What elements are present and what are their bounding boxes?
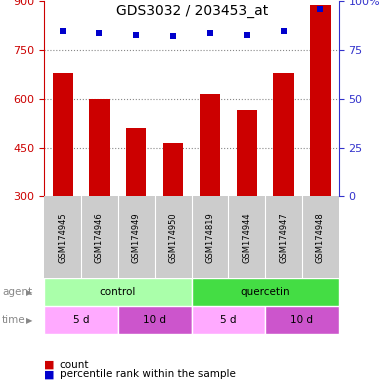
Text: ▶: ▶: [26, 288, 33, 297]
Text: GSM174949: GSM174949: [132, 212, 141, 263]
Bar: [126, 128, 146, 196]
Bar: [200, 94, 220, 196]
Text: control: control: [100, 287, 136, 297]
Text: GSM174819: GSM174819: [206, 212, 214, 263]
Text: 5 d: 5 d: [220, 315, 237, 325]
Bar: [44, 306, 118, 334]
Bar: [310, 5, 330, 196]
Bar: [273, 73, 294, 196]
Text: count: count: [60, 360, 89, 370]
Bar: [163, 143, 183, 196]
Bar: [44, 278, 192, 306]
Text: 10 d: 10 d: [143, 315, 166, 325]
Text: percentile rank within the sample: percentile rank within the sample: [60, 369, 236, 379]
Text: ▶: ▶: [26, 316, 33, 325]
Bar: [265, 306, 339, 334]
Text: ■: ■: [44, 360, 55, 370]
Bar: [192, 278, 339, 306]
Text: GSM174947: GSM174947: [279, 212, 288, 263]
Bar: [118, 306, 192, 334]
Text: GSM174948: GSM174948: [316, 212, 325, 263]
Bar: [192, 306, 265, 334]
Text: GSM174946: GSM174946: [95, 212, 104, 263]
Text: time: time: [2, 315, 25, 325]
Text: agent: agent: [2, 287, 32, 297]
Text: GSM174944: GSM174944: [242, 212, 251, 263]
Text: quercetin: quercetin: [240, 287, 290, 297]
Text: GSM174950: GSM174950: [169, 212, 177, 263]
Text: 10 d: 10 d: [291, 315, 313, 325]
Text: ■: ■: [44, 369, 55, 379]
Bar: [89, 99, 110, 196]
Text: GSM174945: GSM174945: [58, 212, 67, 263]
Text: GDS3032 / 203453_at: GDS3032 / 203453_at: [116, 4, 269, 18]
Bar: [53, 73, 73, 196]
Bar: [237, 110, 257, 196]
Text: 5 d: 5 d: [73, 315, 89, 325]
